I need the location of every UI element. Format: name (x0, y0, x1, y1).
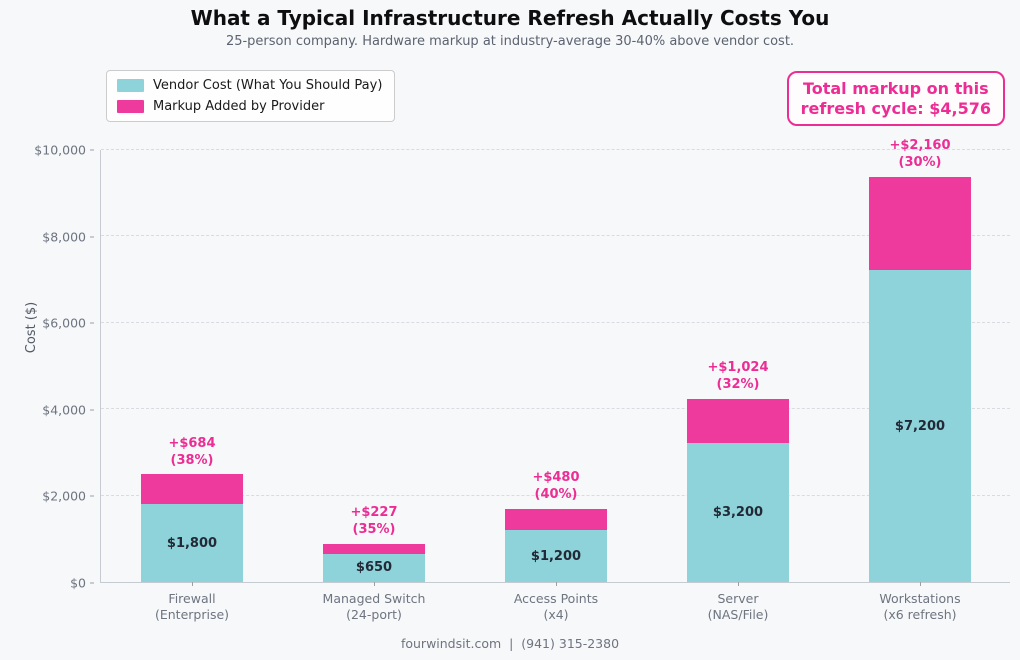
y-tick-label: $4,000 (42, 402, 86, 418)
bar-segment-vendor: $3,200 (687, 443, 789, 582)
y-tick-label: $2,000 (42, 488, 86, 504)
category-detail: (24-port) (346, 606, 402, 622)
bar-group-managed-switch: $650 (323, 544, 425, 582)
footer-contact: fourwindsit.com | (941) 315-2380 (400, 636, 620, 651)
x-tick-label: Managed Switch (24-port) (283, 591, 465, 622)
markup-annotation-amount: +$480 (532, 470, 580, 486)
vendor-cost-label: $1,800 (166, 535, 218, 551)
bar-segment-vendor: $650 (323, 553, 425, 582)
bar-segment-markup (141, 474, 243, 505)
category-detail: (x6 refresh) (883, 606, 957, 622)
bar-group-access-points: $1,200 (505, 509, 607, 582)
category-name: Workstations (879, 591, 961, 606)
chart-subtitle: 25-person company. Hardware markup at in… (225, 34, 795, 49)
bar-segment-vendor: $1,200 (505, 530, 607, 582)
y-tick-label: $0 (70, 575, 86, 591)
y-tick-mark (90, 409, 94, 411)
bar-segment-markup (687, 399, 789, 444)
markup-annotation-amount: +$684 (168, 435, 216, 451)
vendor-cost-label: $1,200 (530, 548, 582, 564)
vendor-cost-label: $650 (355, 560, 393, 576)
markup-annotation: +$684 (38%) (107, 436, 277, 470)
bar-group-firewall: $1,800 (141, 474, 243, 582)
markup-annotation-percent: (30%) (898, 154, 942, 170)
gridline (101, 408, 1010, 410)
legend-item-vendor: Vendor Cost (What You Should Pay) (117, 78, 382, 93)
x-tick-mark (920, 582, 921, 586)
y-tick-mark (90, 322, 94, 324)
markup-annotation-percent: (40%) (534, 487, 578, 503)
bar-segment-vendor: $7,200 (869, 270, 971, 582)
markup-annotation-amount: +$2,160 (889, 137, 951, 153)
x-tick-label: Firewall (Enterprise) (101, 591, 283, 622)
markup-annotation: +$227 (35%) (289, 505, 459, 539)
x-tick-mark (192, 582, 193, 586)
gridline (101, 149, 1010, 150)
markup-annotation-percent: (32%) (716, 377, 760, 393)
x-tick-label: Server (NAS/File) (647, 591, 829, 622)
y-tick-mark (90, 149, 94, 151)
x-tick-mark (738, 582, 739, 586)
category-detail: (Enterprise) (154, 606, 230, 622)
markup-color-swatch (117, 100, 144, 113)
category-name: Access Points (513, 591, 599, 606)
gridline (101, 235, 1010, 237)
markup-annotation-amount: +$227 (350, 505, 398, 521)
gridline (101, 494, 1010, 496)
legend-label-vendor: Vendor Cost (What You Should Pay) (153, 78, 383, 93)
category-name: Firewall (168, 591, 216, 606)
badge-line-2: refresh cycle: $4,576 (800, 98, 991, 118)
bar-segment-markup (869, 176, 971, 271)
bar-segment-markup (323, 544, 425, 554)
markup-annotation-percent: (35%) (352, 522, 396, 538)
markup-annotation-percent: (38%) (170, 452, 214, 468)
vendor-color-swatch (117, 79, 144, 92)
y-axis-tick-labels: $0 $2,000 $4,000 $6,000 $8,000 $10,000 (0, 143, 94, 591)
category-name: Managed Switch (322, 591, 426, 606)
x-tick-label: Access Points (x4) (465, 591, 647, 622)
markup-annotation: +$2,160 (30%) (835, 138, 1005, 172)
y-tick-label: $10,000 (34, 142, 86, 158)
y-tick-label: $6,000 (42, 315, 86, 331)
x-tick-mark (374, 582, 375, 586)
legend: Vendor Cost (What You Should Pay) Markup… (106, 70, 396, 122)
category-detail: (x4) (543, 606, 569, 622)
markup-annotation-amount: +$1,024 (707, 360, 769, 376)
markup-annotation: +$480 (40%) (471, 470, 641, 504)
gridline (101, 321, 1010, 323)
y-tick-label: $8,000 (42, 229, 86, 245)
y-tick-mark (90, 236, 94, 238)
x-tick-mark (556, 582, 557, 586)
x-tick-label: Workstations (x6 refresh) (829, 591, 1011, 622)
y-tick-mark (90, 495, 94, 497)
vendor-cost-label: $3,200 (712, 505, 764, 521)
plot-area: $1,800 +$684 (38%) Firewall (Enterprise) $650… (100, 138, 1010, 622)
legend-item-markup: Markup Added by Provider (117, 99, 382, 114)
legend-label-markup: Markup Added by Provider (153, 99, 325, 114)
category-name: Server (717, 591, 759, 606)
bar-group-server: $3,200 (687, 399, 789, 582)
total-markup-badge: Total markup on this refresh cycle: $4,5… (786, 71, 1005, 127)
vendor-cost-label: $7,200 (894, 418, 946, 434)
bar-segment-markup (505, 509, 607, 531)
markup-annotation: +$1,024 (32%) (653, 360, 823, 394)
badge-line-1: Total markup on this (802, 79, 989, 98)
bar-segment-vendor: $1,800 (141, 504, 243, 582)
category-detail: (NAS/File) (707, 606, 769, 622)
chart-title: What a Typical Infrastructure Refresh Ac… (190, 6, 830, 30)
y-tick-mark (90, 582, 94, 584)
bar-group-workstations: $7,200 (869, 176, 971, 582)
